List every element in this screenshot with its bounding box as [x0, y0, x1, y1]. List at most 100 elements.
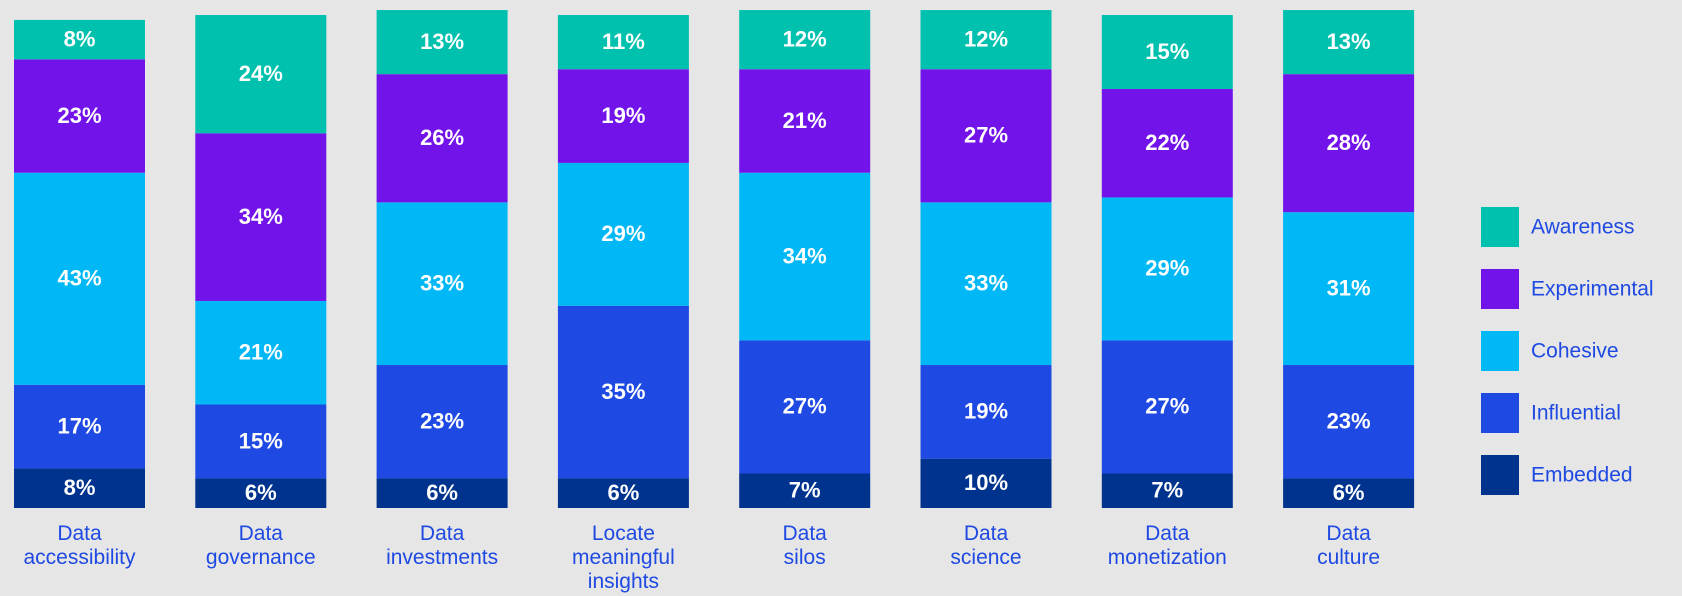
legend-label: Influential [1531, 402, 1621, 425]
category-label: Data monetization [1107, 522, 1227, 569]
value-label: 6% [1333, 480, 1365, 505]
value-label: 24% [239, 61, 283, 86]
bar-segment [1101, 88, 1233, 198]
bar-segment [1283, 365, 1415, 479]
bar-segment [1283, 10, 1415, 75]
bar-segment [195, 404, 327, 479]
value-label: 8% [64, 475, 96, 500]
value-label: 43% [57, 266, 101, 291]
bar-segment [739, 473, 871, 508]
value-label: 10% [964, 470, 1008, 495]
value-label: 13% [1327, 29, 1371, 54]
bar-segment [1101, 15, 1233, 89]
value-label: 15% [239, 428, 283, 453]
value-label: 28% [1327, 130, 1371, 155]
category-label: Data culture [1317, 522, 1381, 569]
category-label: Data science [950, 522, 1022, 569]
value-label: 13% [420, 29, 464, 54]
bar-segment [739, 69, 871, 173]
bar-segment [920, 202, 1052, 366]
bar-segment [557, 69, 689, 163]
bar-segment [14, 384, 145, 469]
bar-segment [920, 69, 1052, 203]
legend-swatch [1481, 393, 1519, 433]
value-label: 19% [601, 103, 645, 128]
value-label: 35% [601, 379, 645, 404]
bar-segment [376, 74, 508, 203]
bar-segment [195, 133, 327, 301]
value-label: 6% [245, 480, 277, 505]
bar-segment [557, 305, 689, 479]
value-label: 23% [57, 103, 101, 128]
category-label: Data accessibility [23, 522, 136, 569]
bar-segment [557, 162, 689, 306]
bar-segment [920, 10, 1052, 70]
bar-segment [195, 300, 327, 405]
value-label: 27% [964, 123, 1008, 148]
value-label: 29% [1145, 256, 1189, 281]
value-label: 22% [1145, 130, 1189, 155]
value-label: 15% [1145, 39, 1189, 64]
bar-segment [1283, 212, 1415, 366]
bar-segment [1283, 478, 1415, 508]
bar-segment [195, 478, 327, 508]
legend-label: Cohesive [1531, 340, 1619, 363]
bar-segment [557, 15, 689, 70]
bar-segment [920, 365, 1052, 459]
value-label: 21% [783, 108, 827, 133]
category-label: Data investments [386, 522, 499, 569]
value-label: 6% [608, 480, 640, 505]
bar-segment [376, 202, 508, 366]
value-label: 23% [420, 409, 464, 434]
value-label: 7% [1151, 478, 1183, 503]
bar-segment [739, 10, 871, 70]
bar-segment [739, 340, 871, 474]
bar-segment [14, 19, 145, 60]
value-label: 19% [964, 399, 1008, 424]
value-label: 21% [239, 340, 283, 365]
value-label: 27% [1145, 394, 1189, 419]
legend-label: Experimental [1531, 278, 1654, 301]
bar-segment [557, 478, 689, 508]
bar-segment [920, 458, 1052, 508]
bar-segment [195, 15, 327, 134]
bar-segment [1101, 473, 1233, 508]
bar-segment [739, 172, 871, 341]
bar-segment [14, 59, 145, 173]
bar-segment [1101, 197, 1233, 341]
legend-swatch [1481, 269, 1519, 309]
value-label: 7% [789, 478, 821, 503]
category-label: Data governance [205, 522, 316, 569]
value-label: 29% [601, 221, 645, 246]
bar-segment [1283, 74, 1415, 213]
value-label: 33% [420, 270, 464, 295]
bar-segment [14, 468, 145, 508]
legend-swatch [1481, 455, 1519, 495]
value-label: 8% [64, 26, 96, 51]
value-label: 27% [783, 394, 827, 419]
category-label: Locate meaningful insights [572, 522, 675, 593]
legend-label: Awareness [1531, 216, 1635, 239]
category-label: Data silos [782, 522, 827, 569]
legend-swatch [1481, 207, 1519, 247]
value-label: 12% [783, 26, 827, 51]
value-label: 34% [783, 243, 827, 268]
bar-segment [376, 478, 508, 508]
value-label: 6% [426, 480, 458, 505]
value-label: 26% [420, 125, 464, 150]
value-label: 17% [57, 413, 101, 438]
bar-segment [376, 365, 508, 479]
value-label: 34% [239, 204, 283, 229]
value-label: 11% [602, 29, 645, 54]
value-label: 33% [964, 270, 1008, 295]
value-label: 31% [1327, 275, 1371, 300]
bar-segment [376, 10, 508, 75]
bar-segment [1101, 340, 1233, 474]
legend-label: Embedded [1531, 464, 1633, 487]
bar-segment [14, 172, 145, 385]
value-label: 23% [1327, 409, 1371, 434]
value-label: 12% [964, 26, 1008, 51]
legend-swatch [1481, 331, 1519, 371]
